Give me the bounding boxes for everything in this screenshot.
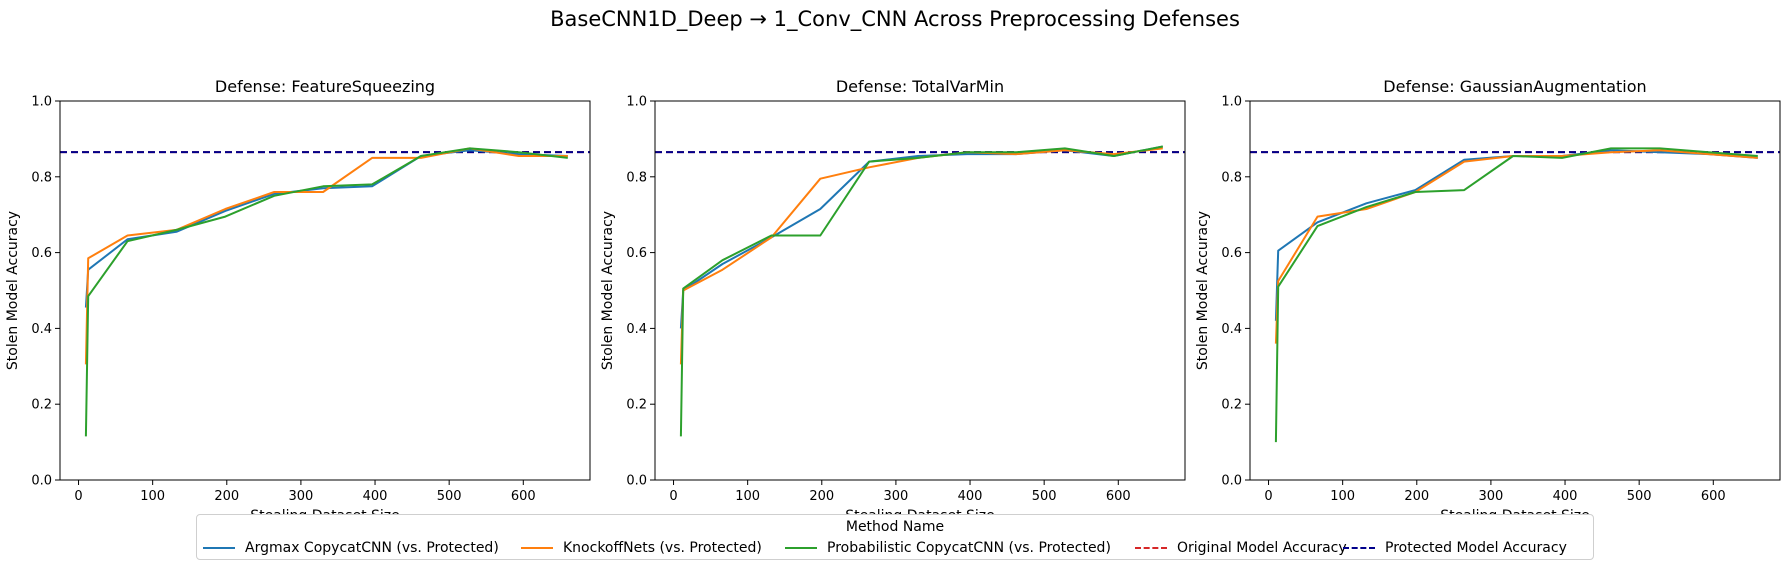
x-tick-label: 400 [363,489,388,504]
legend-label: Argmax CopycatCNN (vs. Protected) [245,540,499,556]
legend-swatch [203,547,235,549]
y-tick-label: 1.0 [1221,95,1242,110]
legend: Method Name Argmax CopycatCNN (vs. Prote… [196,514,1594,560]
y-tick-label: 0.8 [31,170,52,185]
series-argmax-copycatcnn-vs-protected [679,145,1163,329]
y-tick-label: 0.0 [626,474,647,489]
y-axis-label: Stolen Model Accuracy [5,211,21,370]
x-tick-label: 100 [735,489,760,504]
subplot-title: Defense: GaussianAugmentation [1383,77,1646,96]
x-tick-label: 600 [1106,489,1131,504]
x-tick-label: 300 [1478,489,1503,504]
x-tick-label: 300 [883,489,908,504]
legend-item-argmax-copycatcnn: Argmax CopycatCNN (vs. Protected) [203,539,499,557]
legend-item-original-model-accuracy: Original Model Accuracy [1135,539,1347,557]
legend-label: Original Model Accuracy [1177,540,1347,556]
legend-item-protected-model-accuracy: Protected Model Accuracy [1343,539,1567,557]
y-tick-label: 0.2 [31,398,52,413]
y-tick-label: 0.6 [626,246,647,261]
x-tick-label: 400 [958,489,983,504]
y-tick-label: 0.4 [626,322,647,337]
y-tick-label: 0.8 [1221,170,1242,185]
y-tick-label: 0.6 [1221,246,1242,261]
y-tick-label: 0.2 [1221,398,1242,413]
y-axis-label: Stolen Model Accuracy [600,211,616,370]
axes-frame [654,100,1186,481]
series-probabilistic-copycatcnn-vs-protected [679,145,1163,437]
x-tick-label: 100 [140,489,165,504]
legend-title: Method Name [845,519,945,535]
subplot: Defense: TotalVarMin 0 100 200 300 400 500 600 0… [600,77,1186,524]
legend-label: Probabilistic CopycatCNN (vs. Protected) [827,540,1111,556]
x-tick-label: 200 [809,489,834,504]
y-tick-label: 0.4 [1221,322,1242,337]
subplot: Defense: GaussianAugmentation 0 100 200 300 4… [1195,77,1781,524]
x-tick-label: 100 [1330,489,1355,504]
axes-frame [59,100,591,481]
series-probabilistic-copycatcnn-vs-protected [1274,147,1758,443]
y-tick-label: 1.0 [31,95,52,110]
x-tick-label: 600 [1701,489,1726,504]
x-tick-label: 500 [1627,489,1652,504]
legend-swatch [521,547,553,549]
x-tick-label: 200 [1404,489,1429,504]
axes-frame [1249,100,1781,481]
x-tick-label: 600 [511,489,536,504]
subplot-title: Defense: FeatureSqueezing [215,77,435,96]
y-tick-label: 1.0 [626,95,647,110]
subplots: Defense: FeatureSqueezing 0 100 200 300 400 50… [5,77,1781,524]
series-argmax-copycatcnn-vs-protected [84,149,568,308]
series-knockoffnets-vs-protected [1274,149,1758,344]
y-tick-label: 0.2 [626,398,647,413]
y-tick-label: 0.8 [626,170,647,185]
y-tick-label: 0.6 [31,246,52,261]
y-tick-label: 0.0 [31,474,52,489]
x-tick-label: 0 [669,489,677,504]
x-tick-label: 0 [74,489,82,504]
series-probabilistic-copycatcnn-vs-protected [84,147,568,437]
series-knockoffnets-vs-protected [679,147,1163,365]
subplot-title: Defense: TotalVarMin [836,77,1004,96]
y-tick-label: 0.0 [1221,474,1242,489]
legend-swatch [785,547,817,549]
legend-swatch [1135,547,1167,549]
series-knockoffnets-vs-protected [84,147,568,365]
y-tick-label: 0.4 [31,322,52,337]
x-tick-label: 200 [214,489,239,504]
legend-label: Protected Model Accuracy [1385,540,1567,556]
x-tick-label: 300 [288,489,313,504]
y-axis-label: Stolen Model Accuracy [1195,211,1211,370]
x-tick-label: 500 [437,489,462,504]
legend-item-probabilistic-copycatcnn: Probabilistic CopycatCNN (vs. Protected) [785,539,1111,557]
x-tick-label: 400 [1553,489,1578,504]
x-tick-label: 0 [1264,489,1272,504]
legend-swatch [1343,547,1375,549]
legend-label: KnockoffNets (vs. Protected) [563,540,762,556]
subplot: Defense: FeatureSqueezing 0 100 200 300 400 50… [5,77,591,524]
series-argmax-copycatcnn-vs-protected [1274,149,1758,321]
figure-title: BaseCNN1D_Deep → 1_Conv_CNN Across Prepr… [550,7,1240,32]
legend-item-knockoffnets: KnockoffNets (vs. Protected) [521,539,762,557]
x-tick-label: 500 [1032,489,1057,504]
